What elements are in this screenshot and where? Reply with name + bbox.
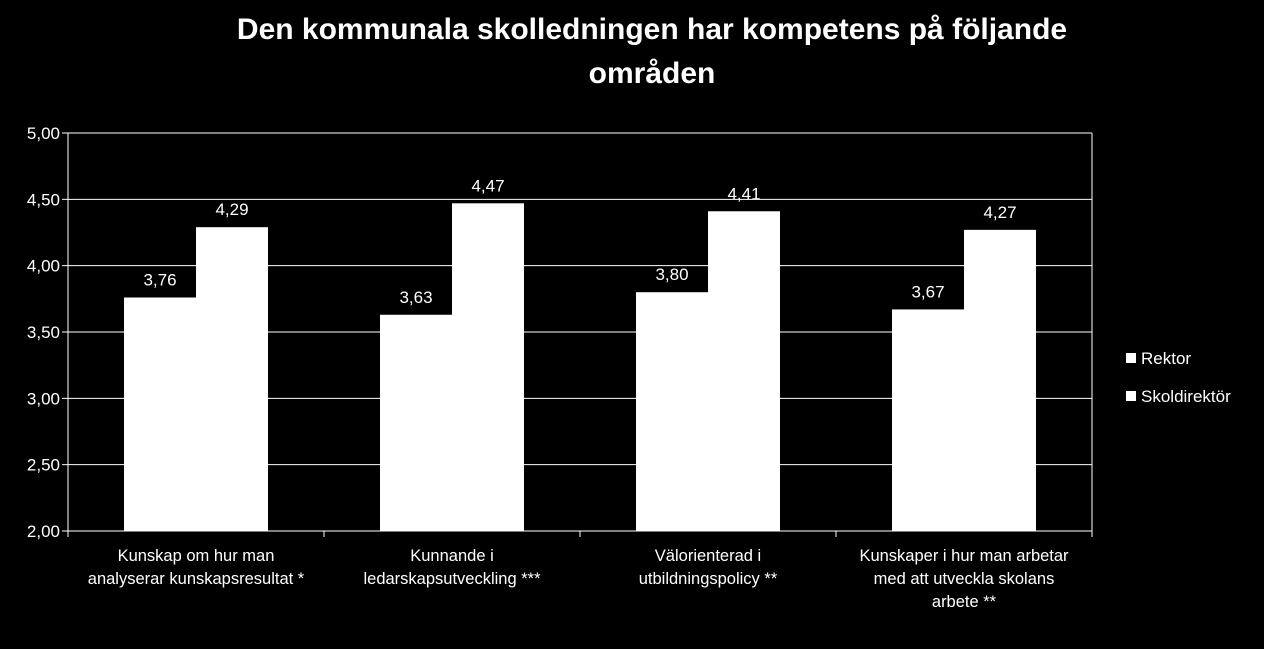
legend-swatch xyxy=(1126,353,1136,363)
bar xyxy=(892,309,964,531)
y-tick-label: 3,50 xyxy=(27,323,60,342)
category-label: Kunnande i ledarskapsutveckling *** xyxy=(363,547,541,588)
y-tick-label: 2,00 xyxy=(27,522,60,541)
data-label: 4,41 xyxy=(727,184,760,203)
legend-label: Skoldirektör xyxy=(1141,387,1231,406)
legend-label: Rektor xyxy=(1141,349,1191,368)
data-label: 3,63 xyxy=(399,288,432,307)
x-axis: Kunskap om hur man analyserar kunskapsres… xyxy=(67,530,1093,611)
y-tick-label: 4,00 xyxy=(27,257,60,276)
data-label: 3,67 xyxy=(911,282,944,301)
data-label: 4,27 xyxy=(983,203,1016,222)
category-label-line: utbildningspolicy ** xyxy=(639,570,778,588)
bar xyxy=(196,227,268,531)
data-label: 3,80 xyxy=(655,265,688,284)
category-label-line: Välorienterad i xyxy=(655,547,761,565)
y-tick-label: 4,50 xyxy=(27,190,60,209)
category-label-line: Kunskap om hur man xyxy=(118,547,275,565)
category-label-line: med att utveckla skolans xyxy=(874,570,1055,588)
bar xyxy=(964,229,1036,531)
category-label-line: arbete ** xyxy=(932,593,997,611)
bar xyxy=(636,292,708,531)
y-axis: 2,00 2,50 3,00 3,50 4,00 4,50 5,00 xyxy=(27,124,1093,541)
chart-title: Den kommunala skolledningen har kompeten… xyxy=(40,8,1264,96)
bars xyxy=(124,203,1036,532)
y-tick-label: 2,50 xyxy=(27,456,60,475)
category-label: Kunskap om hur man analyserar kunskapsres… xyxy=(88,547,305,588)
bar xyxy=(380,314,452,531)
category-label: Välorienterad i utbildningspolicy ** xyxy=(639,547,778,588)
data-labels: 3,76 4,29 3,63 4,47 3,80 4,41 3,67 4,27 xyxy=(143,176,1016,306)
chart-title-line-2: områden xyxy=(588,57,716,90)
legend: Rektor Skoldirektör xyxy=(1126,349,1231,406)
data-label: 3,76 xyxy=(143,271,176,290)
data-label: 4,47 xyxy=(471,176,504,195)
data-label: 4,29 xyxy=(215,200,248,219)
bar xyxy=(124,297,196,531)
chart-title-line-1: Den kommunala skolledningen har kompeten… xyxy=(236,13,1068,46)
bar xyxy=(708,211,780,532)
y-tick-label: 3,00 xyxy=(27,389,60,408)
category-label-line: Kunskaper i hur man arbetar xyxy=(859,547,1069,565)
category-label-line: Kunnande i xyxy=(410,547,494,565)
y-tick-label: 5,00 xyxy=(27,124,60,143)
bar xyxy=(452,203,524,531)
category-label-line: ledarskapsutveckling *** xyxy=(363,570,541,588)
category-label-line: analyserar kunskapsresultat * xyxy=(88,570,305,588)
category-label: Kunskaper i hur man arbetar med att utvec… xyxy=(859,547,1069,611)
legend-swatch xyxy=(1126,391,1136,401)
